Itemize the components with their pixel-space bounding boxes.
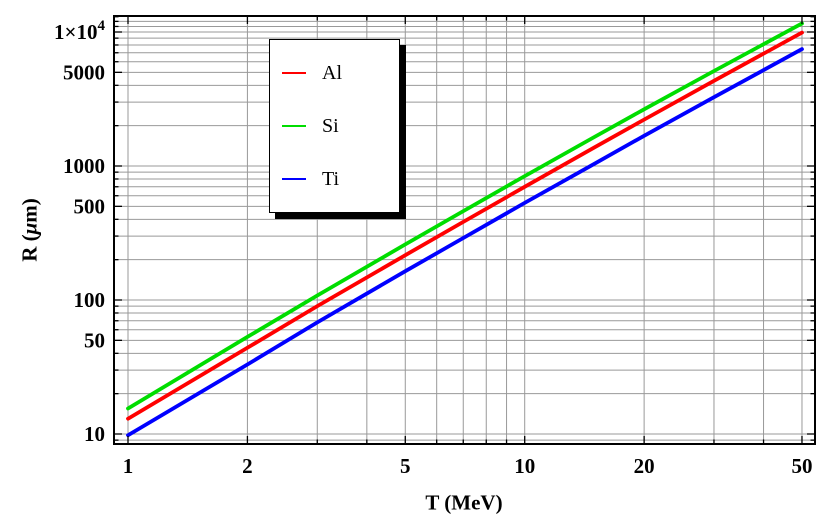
- x-axis-label: T (MeV): [425, 490, 503, 515]
- y-tick-label: 50: [84, 328, 105, 352]
- legend-swatch-al: [282, 71, 306, 74]
- x-tick-label: 50: [791, 454, 812, 478]
- x-tick-label: 20: [634, 454, 655, 478]
- legend: Al Si Ti: [269, 39, 400, 213]
- series-line-ti: [126, 47, 804, 438]
- y-axis-label: R (μm): [17, 198, 42, 262]
- legend-item-ti: Ti: [282, 169, 399, 189]
- y-tick-label: 1000: [63, 154, 105, 178]
- series-line-al: [126, 30, 804, 421]
- x-tick-label: 1: [123, 454, 134, 478]
- legend-item-al: Al: [282, 63, 399, 83]
- series-line-si: [126, 21, 804, 411]
- legend-swatch-si: [282, 124, 306, 127]
- y-tick-label: 5000: [63, 60, 105, 84]
- y-tick-label: 1×104: [54, 18, 105, 44]
- x-tick-label: 10: [514, 454, 535, 478]
- plot-frame: [113, 15, 816, 445]
- legend-label-ti: Ti: [322, 168, 340, 191]
- y-tick-label: 100: [74, 288, 106, 312]
- x-tick-label: 2: [242, 454, 253, 478]
- x-tick-label: 5: [400, 454, 411, 478]
- legend-item-si: Si: [282, 116, 399, 136]
- y-tick-label: 500: [74, 194, 106, 218]
- legend-label-si: Si: [322, 114, 339, 137]
- y-tick-label: 10: [84, 422, 105, 446]
- legend-swatch-ti: [282, 178, 306, 181]
- legend-label-al: Al: [322, 61, 342, 84]
